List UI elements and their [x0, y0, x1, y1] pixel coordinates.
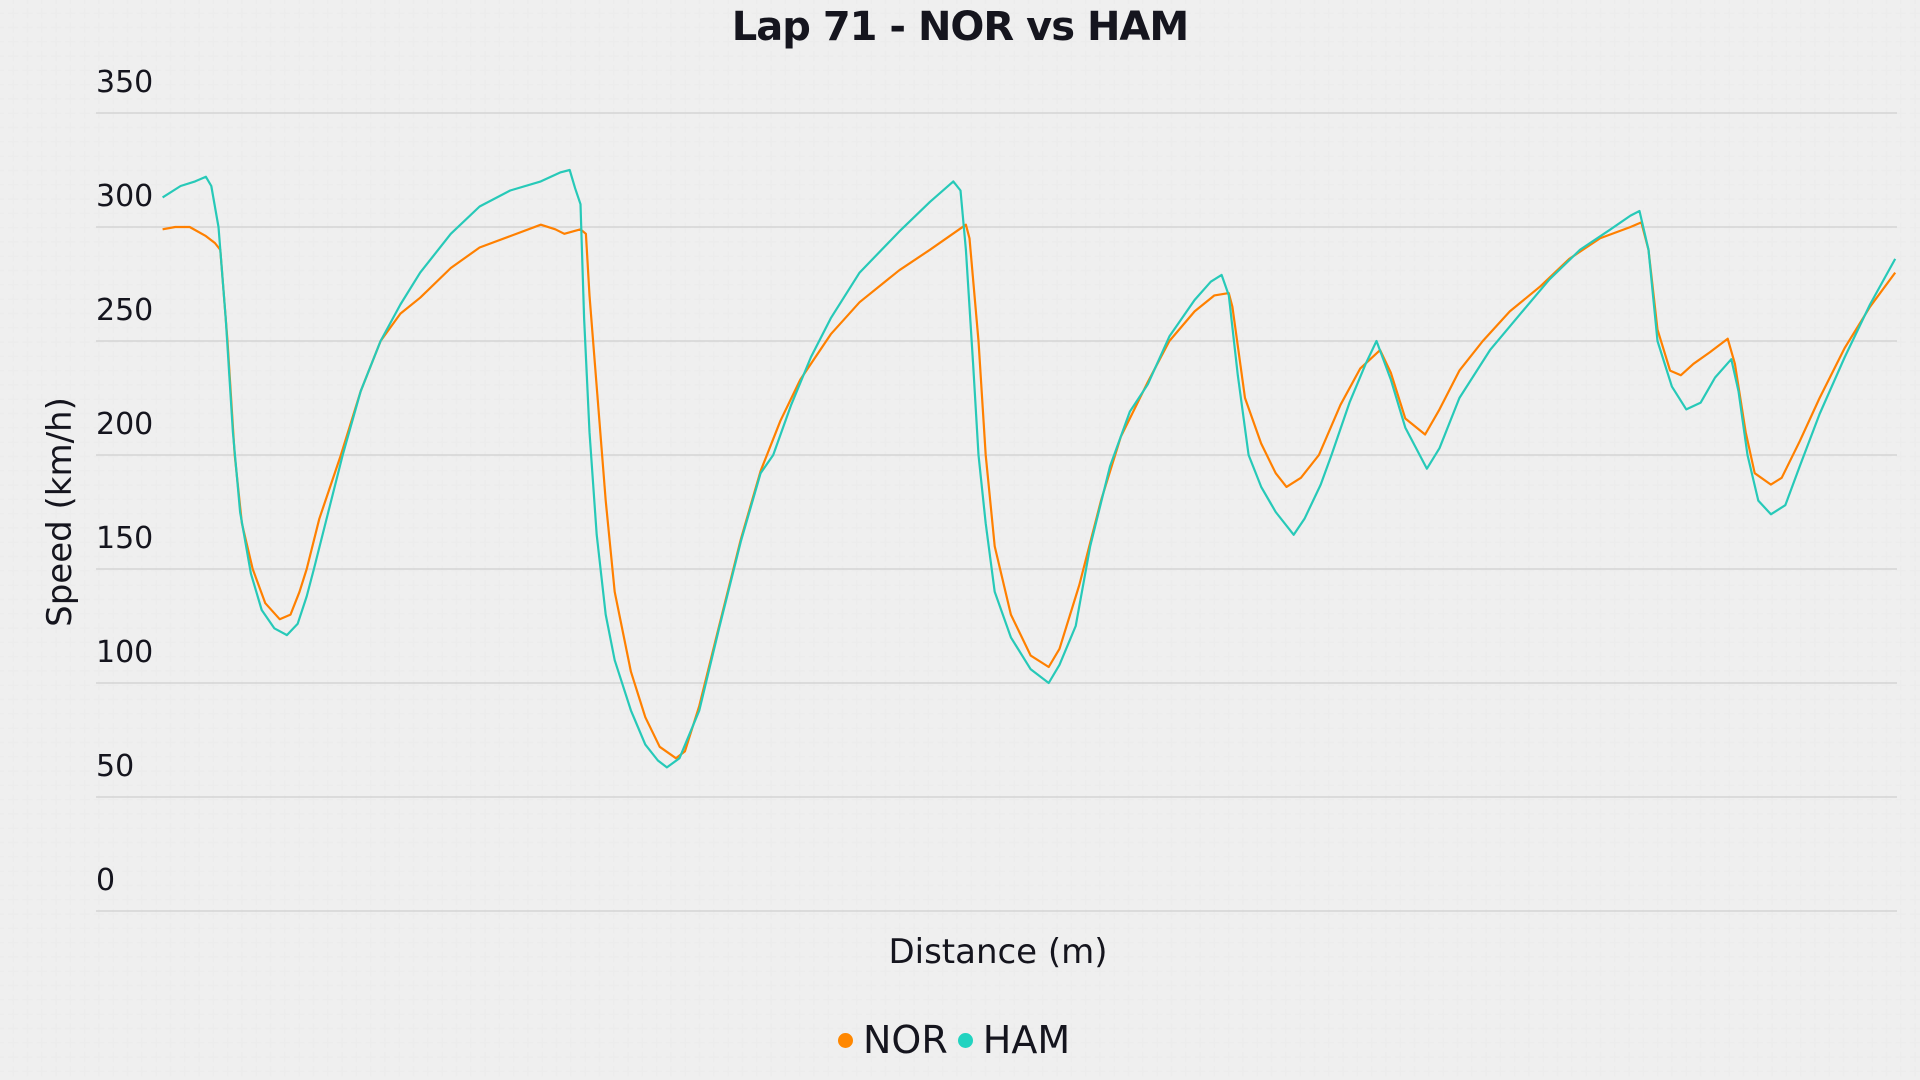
nor-speed-line	[162, 221, 1897, 760]
y-tick-label: 100	[96, 635, 154, 670]
y-axis-label: Speed (km/h)	[40, 397, 80, 627]
y-tick-label: 0	[96, 863, 116, 898]
x-axis-label: Distance (m)	[888, 932, 1108, 972]
nor-dot-icon	[838, 1032, 853, 1048]
chart-title: Lap 71 - NOR vs HAM	[731, 4, 1189, 50]
legend-item-nor[interactable]: NOR	[838, 1018, 948, 1062]
legend-label-nor: NOR	[863, 1018, 948, 1062]
ham-speed-line	[162, 168, 1897, 769]
legend-item-ham[interactable]: HAM	[957, 1018, 1071, 1062]
legend-label-ham: HAM	[982, 1018, 1071, 1062]
y-gridlines	[96, 112, 1897, 912]
ham-dot-icon	[957, 1032, 973, 1048]
y-tick-label: 200	[96, 407, 154, 442]
y-tick-label: 350	[96, 65, 154, 100]
y-tick-label: 150	[96, 521, 154, 556]
legend: NOR HAM	[838, 1018, 1080, 1062]
y-tick-label: 250	[96, 293, 154, 328]
y-tick-label: 300	[96, 179, 154, 214]
y-tick-label: 50	[96, 749, 135, 784]
